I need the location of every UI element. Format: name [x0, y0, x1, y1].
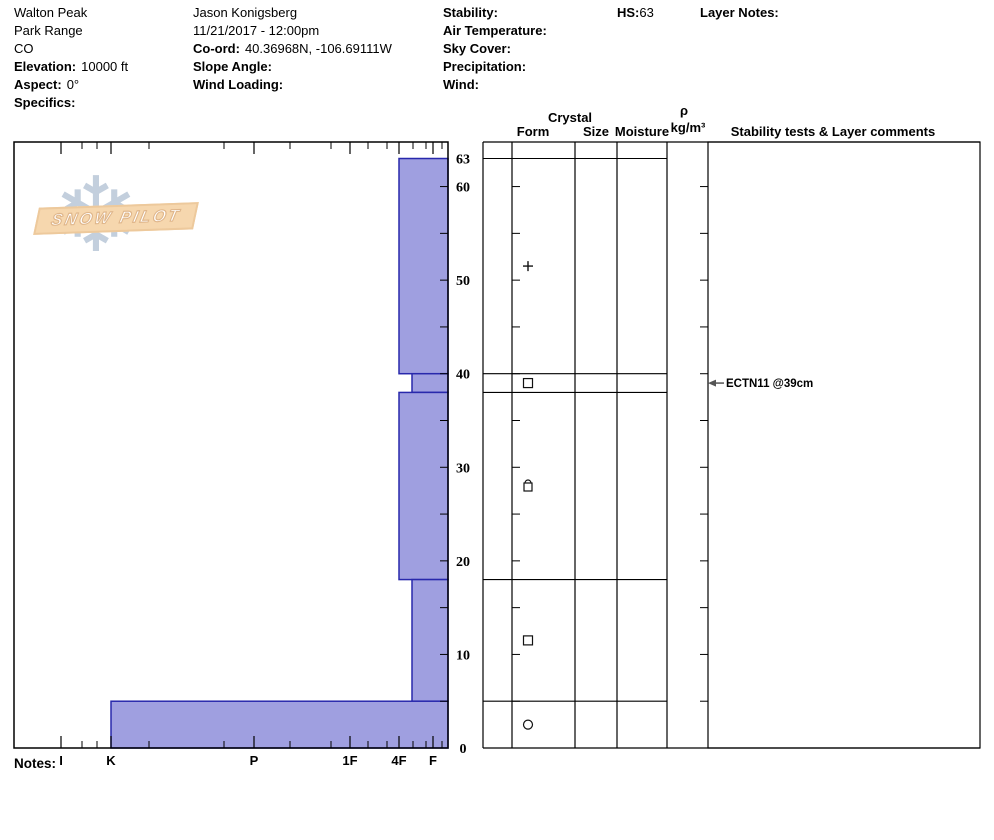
aspect-field: Aspect: 0°	[14, 77, 80, 92]
site-name: Walton Peak	[14, 5, 88, 20]
stability-field: Stability:	[443, 5, 498, 20]
hardness-bar	[398, 391, 449, 581]
col-header-comments: Stability tests & Layer comments	[730, 124, 936, 139]
wind-loading-field: Wind Loading:	[193, 77, 284, 92]
sky-cover-field: Sky Cover:	[443, 41, 511, 56]
col-header-size: Size	[582, 124, 610, 139]
depth-axis-label: 20	[456, 555, 470, 570]
wind-field: Wind:	[443, 77, 479, 92]
hardness-axis-label: F	[429, 753, 437, 768]
depth-axis-label: 0	[460, 742, 467, 757]
precipitation-field: Precipitation:	[443, 59, 527, 74]
depth-axis-label: 30	[456, 461, 470, 476]
layer-notes-field: Layer Notes:	[700, 5, 779, 20]
grain-form-square-arc-icon	[524, 479, 532, 484]
depth-axis-label: 50	[456, 274, 470, 289]
hardness-axis-label: 1F	[342, 753, 357, 768]
grain-form-square-icon	[522, 377, 534, 389]
col-header-crystal: Crystal	[547, 110, 593, 125]
col-header-density-units: kg/m³	[670, 120, 706, 135]
air-temp-field: Air Temperature:	[443, 23, 547, 38]
grain-form-plus-icon	[523, 261, 533, 272]
site-range: Park Range	[14, 23, 83, 38]
depth-axis-label: 60	[456, 181, 470, 196]
hs-field: HS:63	[617, 5, 654, 20]
grain-form-square-arc-icon	[523, 482, 533, 492]
hardness-bar	[110, 700, 449, 749]
notes-label: Notes:	[14, 756, 57, 771]
hardness-axis-label: K	[106, 753, 116, 768]
hardness-bar	[411, 372, 449, 394]
comments-box	[707, 141, 981, 749]
hardness-axis-label: 4F	[391, 753, 406, 768]
hardness-bar	[411, 578, 449, 702]
depth-axis-label: 63	[456, 153, 470, 168]
pit-datetime: 11/21/2017 - 12:00pm	[193, 23, 320, 38]
coordinates-field: Co-ord: 40.36968N, -106.69111W	[193, 41, 392, 56]
site-state: CO	[14, 41, 34, 56]
specifics-field: Specifics:	[14, 95, 76, 110]
depth-axis-label: 10	[456, 648, 470, 663]
observer-name: Jason Konigsberg	[193, 5, 298, 20]
chart-border	[13, 141, 449, 749]
col-header-density-rho: ρ	[679, 103, 689, 118]
stability-test-label: ECTN11 @39cm	[726, 378, 813, 390]
col-header-form: Form	[516, 124, 550, 139]
depth-axis-label: 40	[456, 368, 470, 383]
elevation-field: Elevation: 10000 ft	[14, 59, 129, 74]
test-arrow-head-icon	[708, 379, 716, 387]
grain-form-square-icon	[522, 635, 534, 646]
hardness-axis-label: P	[250, 753, 259, 768]
grain-form-circle-icon	[522, 719, 534, 730]
col-header-moisture: Moisture	[614, 124, 670, 139]
hardness-axis-label: I	[59, 753, 63, 768]
hardness-bar	[398, 157, 449, 375]
slope-angle-field: Slope Angle:	[193, 59, 272, 74]
